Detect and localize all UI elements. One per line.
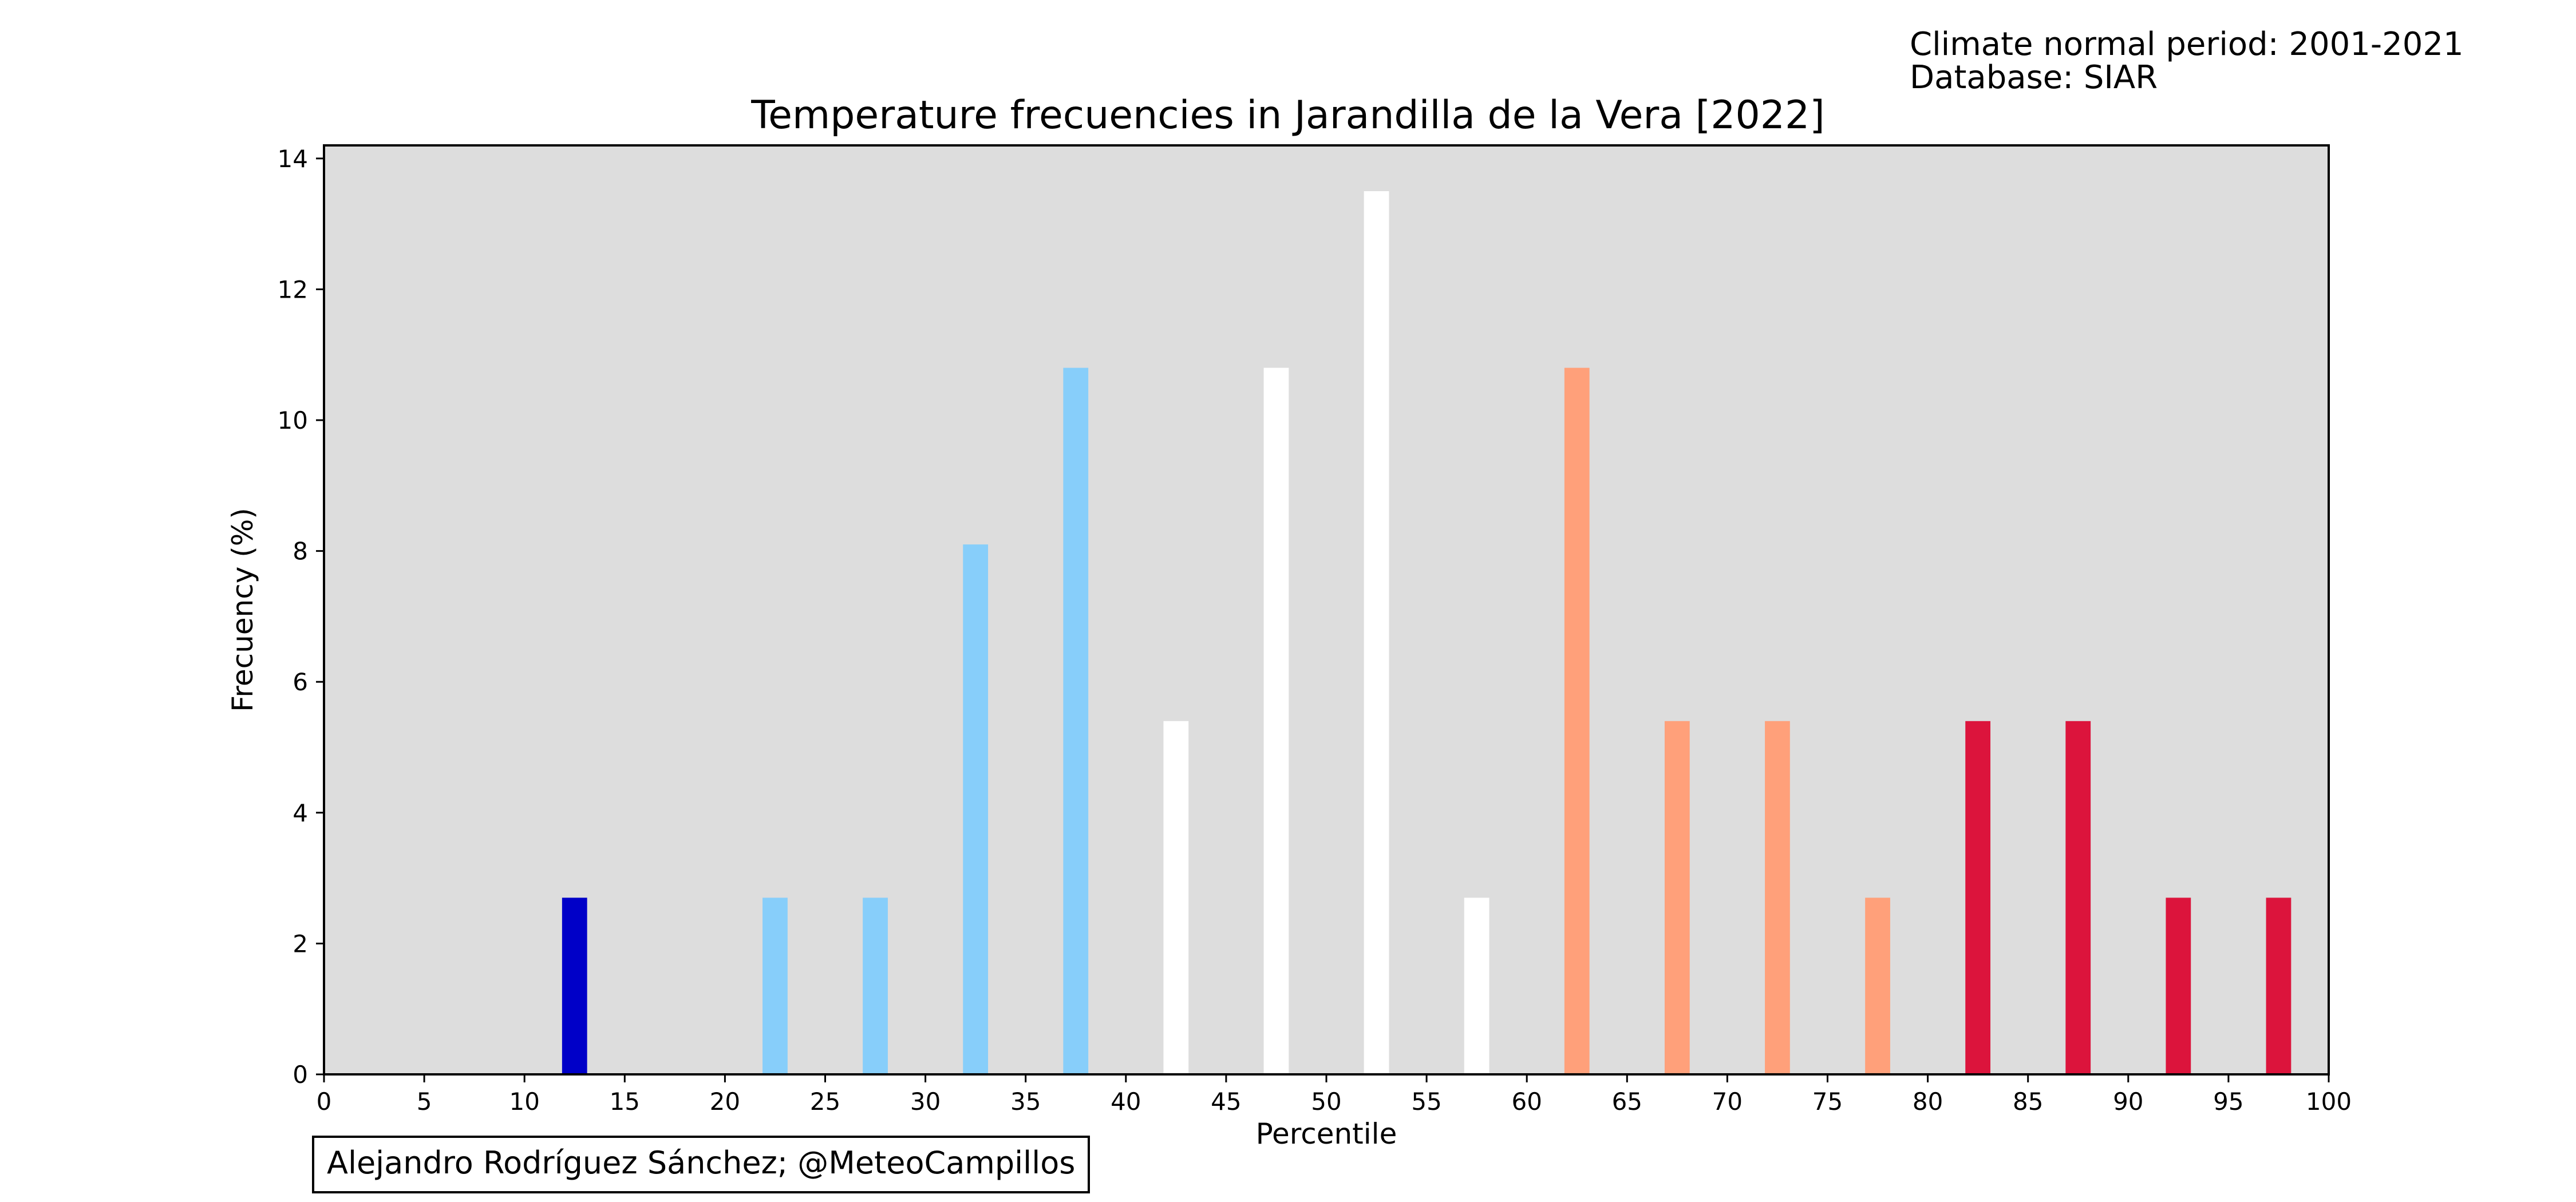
bar-p67.5 xyxy=(1664,721,1690,1074)
x-tick-label: 100 xyxy=(2306,1088,2352,1116)
x-tick-label: 80 xyxy=(1913,1088,1943,1116)
y-tick-label: 14 xyxy=(278,145,308,173)
x-tick-label: 0 xyxy=(317,1088,332,1116)
y-tick-label: 2 xyxy=(293,930,308,958)
y-tick-label: 10 xyxy=(278,406,308,434)
y-tick-label: 8 xyxy=(293,537,308,566)
bar-p37.5 xyxy=(1063,367,1089,1074)
bar-p77.5 xyxy=(1865,897,1890,1074)
bar-p82.5 xyxy=(1965,721,1991,1074)
bar-p32.5 xyxy=(963,544,989,1074)
y-tick-label: 4 xyxy=(293,799,308,827)
x-tick-label: 40 xyxy=(1111,1088,1141,1116)
x-tick-label: 90 xyxy=(2113,1088,2143,1116)
bar-p27.5 xyxy=(863,897,888,1074)
bar-p62.5 xyxy=(1564,367,1590,1074)
x-tick-label: 10 xyxy=(509,1088,539,1116)
x-tick-label: 20 xyxy=(710,1088,740,1116)
chart-title: Temperature frecuencies in Jarandilla de… xyxy=(751,93,1825,138)
x-tick-label: 30 xyxy=(910,1088,941,1116)
bar-p87.5 xyxy=(2065,721,2091,1074)
y-tick-label: 6 xyxy=(293,668,308,696)
y-tick-label: 12 xyxy=(278,275,308,303)
x-tick-label: 35 xyxy=(1010,1088,1041,1116)
x-tick-label: 15 xyxy=(610,1088,640,1116)
bar-p22.5 xyxy=(762,897,788,1074)
x-tick-label: 45 xyxy=(1211,1088,1241,1116)
bar-p52.5 xyxy=(1364,191,1389,1074)
bar-p72.5 xyxy=(1765,721,1790,1074)
bar-p47.5 xyxy=(1263,367,1289,1074)
x-axis: 0 5 10 15 20 25 30 35 40 45 50 55 60 65 70 75 80 85 90 95 10… xyxy=(317,1074,2352,1116)
x-tick-label: 25 xyxy=(810,1088,840,1116)
x-tick-label: 50 xyxy=(1311,1088,1341,1116)
y-axis-label: Frecuency (%) xyxy=(226,508,259,711)
bars-layer xyxy=(562,191,2291,1074)
x-tick-label: 60 xyxy=(1511,1088,1542,1116)
bar-p42.5 xyxy=(1163,721,1189,1074)
x-tick-label: 55 xyxy=(1411,1088,1441,1116)
normal-period-label: Climate normal period: 2001-2021 xyxy=(1910,26,2464,63)
x-tick-label: 85 xyxy=(2013,1088,2043,1116)
bar-p97.5 xyxy=(2266,897,2291,1074)
x-tick-label: 65 xyxy=(1612,1088,1642,1116)
x-tick-label: 95 xyxy=(2213,1088,2243,1116)
x-tick-label: 70 xyxy=(1712,1088,1743,1116)
y-axis: 0 2 4 6 8 10 12 14 xyxy=(278,145,324,1089)
plot-area xyxy=(324,145,2329,1074)
bar-p92.5 xyxy=(2166,897,2191,1074)
x-tick-label: 5 xyxy=(417,1088,432,1116)
bar-p12.5 xyxy=(562,897,587,1074)
bar-p57.5 xyxy=(1464,897,1490,1074)
credit-box: Alejandro Rodríguez Sánchez; @MeteoCampi… xyxy=(312,1136,1091,1193)
x-axis-label: Percentile xyxy=(1256,1117,1397,1150)
database-label: Database: SIAR xyxy=(1910,59,2158,96)
x-tick-label: 75 xyxy=(1812,1088,1843,1116)
y-tick-label: 0 xyxy=(293,1061,308,1089)
